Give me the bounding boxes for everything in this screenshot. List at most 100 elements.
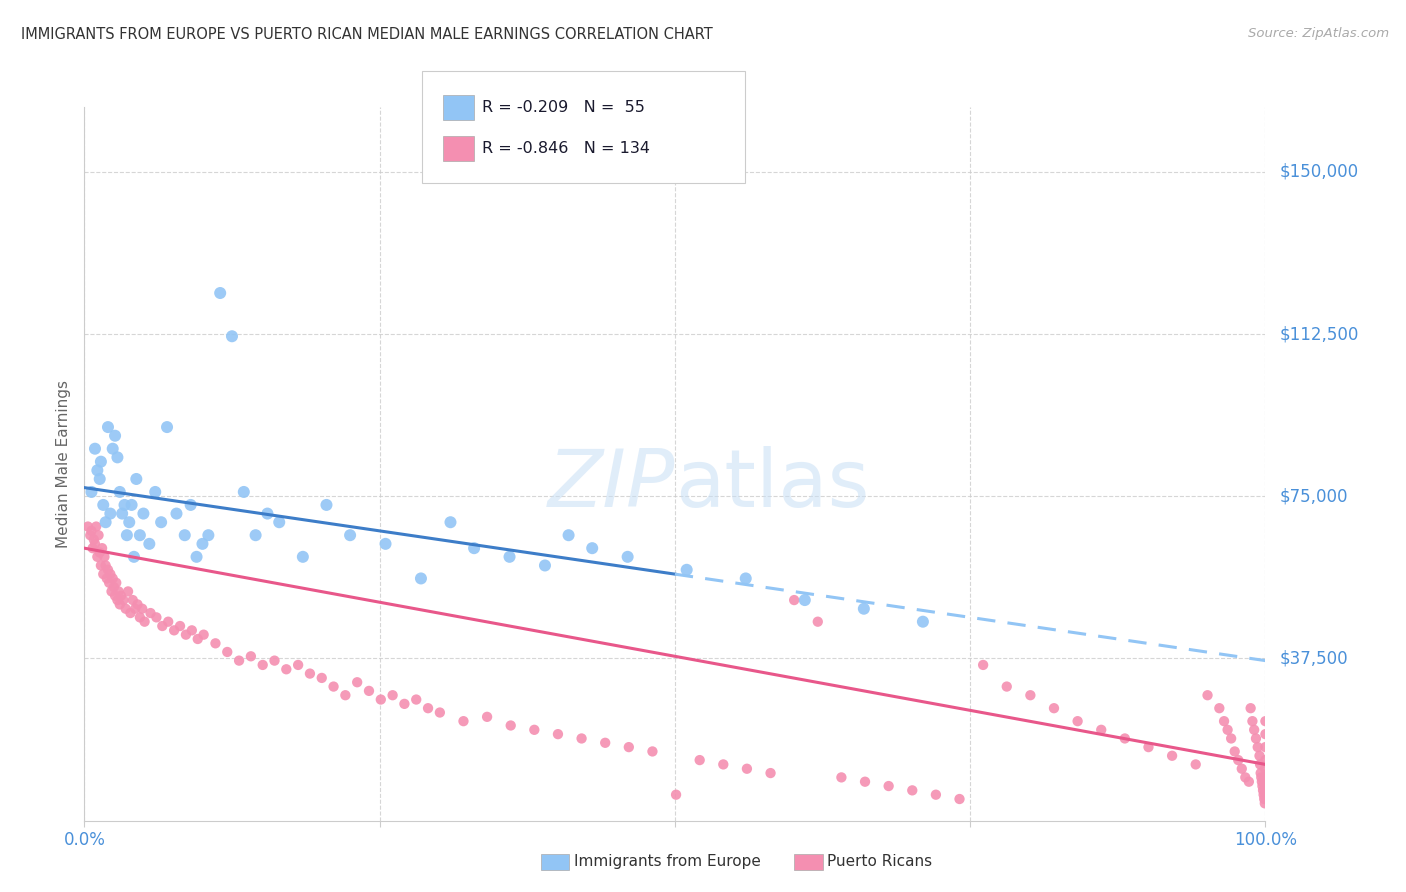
Point <box>157 615 180 629</box>
Text: IMMIGRANTS FROM EUROPE VS PUERTO RICAN MEDIAN MALE EARNINGS CORRELATION CHART: IMMIGRANTS FROM EUROPE VS PUERTO RICAN M… <box>21 27 713 42</box>
Point <box>145 610 167 624</box>
Point <box>1223 744 1246 758</box>
Point <box>534 558 557 573</box>
Point <box>204 636 226 650</box>
Point <box>1090 723 1112 737</box>
Point <box>87 528 110 542</box>
Point <box>675 563 697 577</box>
Point <box>1227 753 1250 767</box>
Point <box>217 645 239 659</box>
Point <box>1250 766 1272 780</box>
Point <box>91 541 114 556</box>
Point <box>641 744 664 758</box>
Point <box>1241 714 1264 728</box>
Point <box>1247 740 1270 755</box>
Point <box>112 593 135 607</box>
Point <box>995 680 1018 694</box>
Point <box>180 624 202 638</box>
Point <box>593 736 616 750</box>
Point <box>1253 788 1275 802</box>
Point <box>80 485 103 500</box>
Point <box>96 571 118 585</box>
Point <box>97 420 120 434</box>
Text: Puerto Ricans: Puerto Ricans <box>827 855 932 869</box>
Point <box>311 671 333 685</box>
Point <box>1114 731 1136 746</box>
Point <box>269 515 291 529</box>
Point <box>128 610 150 624</box>
Point <box>1251 783 1274 797</box>
Point <box>1254 753 1277 767</box>
Point <box>128 528 150 542</box>
Point <box>925 788 948 802</box>
Point <box>374 537 396 551</box>
Point <box>1237 774 1260 789</box>
Point <box>547 727 569 741</box>
Point <box>120 606 142 620</box>
Text: ZIP: ZIP <box>547 446 675 524</box>
Point <box>1253 792 1275 806</box>
Point <box>409 571 432 585</box>
Point <box>86 463 108 477</box>
Point <box>1161 748 1184 763</box>
Point <box>735 762 758 776</box>
Text: $37,500: $37,500 <box>1279 649 1348 667</box>
Point <box>1254 797 1277 811</box>
Point <box>84 537 107 551</box>
Point <box>114 498 136 512</box>
Point <box>1254 779 1277 793</box>
Point <box>1234 771 1257 785</box>
Point <box>107 450 129 465</box>
Point <box>1043 701 1066 715</box>
Point <box>357 684 380 698</box>
Point <box>1250 771 1272 785</box>
Point <box>1250 774 1272 789</box>
Point <box>90 558 112 573</box>
Point <box>187 632 209 646</box>
Point <box>101 571 124 585</box>
Point <box>111 507 134 521</box>
Point <box>1254 792 1277 806</box>
Point <box>97 563 120 577</box>
Point <box>463 541 485 556</box>
Point <box>1230 762 1253 776</box>
Text: $112,500: $112,500 <box>1279 325 1358 343</box>
Text: Immigrants from Europe: Immigrants from Europe <box>574 855 761 869</box>
Point <box>100 584 122 599</box>
Point <box>1066 714 1088 728</box>
Point <box>1254 727 1277 741</box>
Point <box>256 507 278 521</box>
Point <box>180 498 202 512</box>
Point <box>807 615 830 629</box>
Point <box>232 485 254 500</box>
Point <box>298 666 321 681</box>
Point <box>252 657 274 672</box>
Point <box>276 662 298 676</box>
Point <box>127 598 149 612</box>
Point <box>79 528 101 542</box>
Point <box>156 420 179 434</box>
Point <box>793 593 815 607</box>
Point <box>134 615 156 629</box>
Point <box>475 710 498 724</box>
Point <box>689 753 711 767</box>
Point <box>759 766 782 780</box>
Point <box>121 498 143 512</box>
Point <box>139 606 162 620</box>
Point <box>322 680 344 694</box>
Point <box>1249 757 1271 772</box>
Point <box>1254 771 1277 785</box>
Point <box>1019 688 1042 702</box>
Point <box>1254 771 1277 785</box>
Point <box>972 657 994 672</box>
Point <box>853 774 876 789</box>
Point <box>711 757 734 772</box>
Point <box>1184 757 1206 772</box>
Point <box>1254 714 1277 728</box>
Point <box>114 601 136 615</box>
Point <box>91 567 114 582</box>
Point <box>174 628 197 642</box>
Point <box>108 485 131 500</box>
Point <box>94 558 117 573</box>
Point <box>124 601 146 615</box>
